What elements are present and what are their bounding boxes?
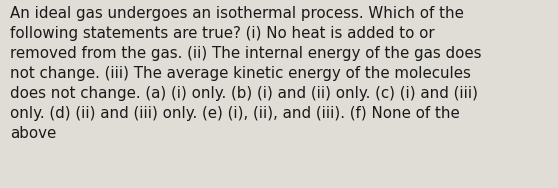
Text: An ideal gas undergoes an isothermal process. Which of the
following statements : An ideal gas undergoes an isothermal pro…: [10, 6, 482, 141]
